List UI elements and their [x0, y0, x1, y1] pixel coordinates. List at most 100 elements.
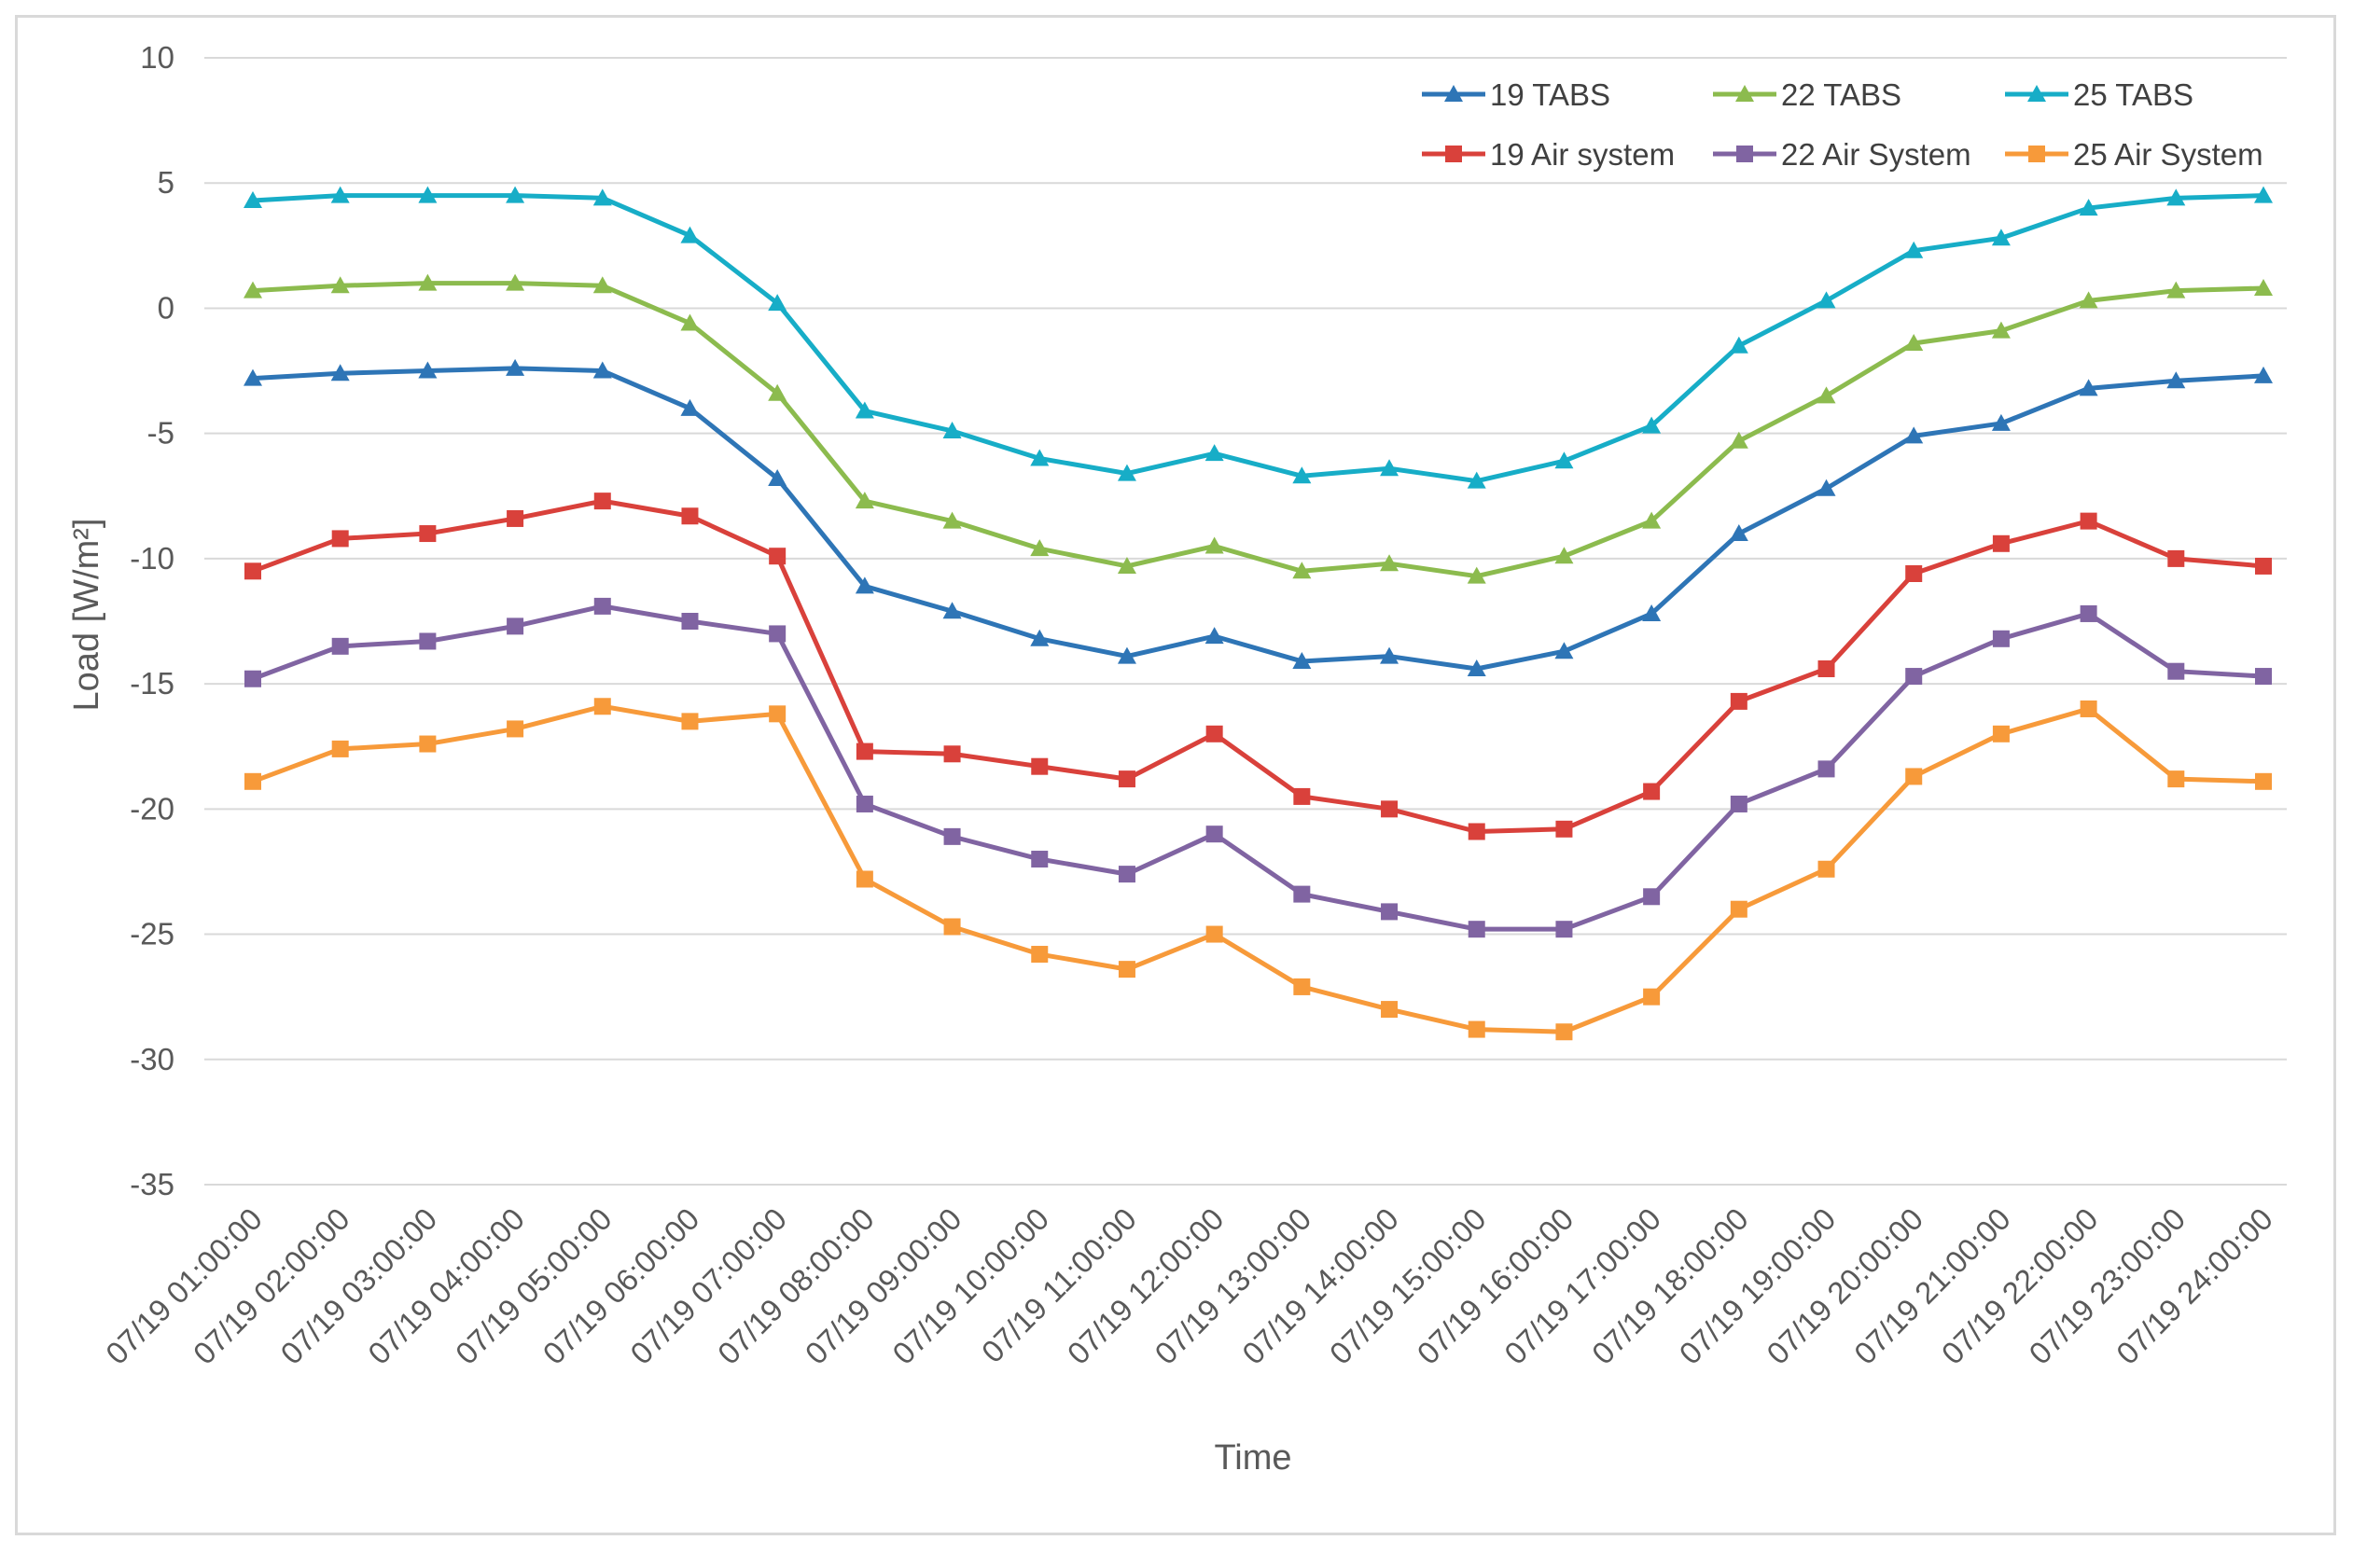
x-tick-label: 07/19 01:00:00 [99, 1201, 269, 1371]
data-point [1030, 539, 1050, 557]
data-point [768, 383, 787, 401]
data-point [2080, 512, 2097, 530]
x-axis-title: Time [1214, 1438, 1291, 1478]
legend-marker [1445, 146, 1462, 162]
chart-frame: 10 5 0 -5 -10 -15 -20 -25 -30 -35 07/19 01:00:00 0… [15, 15, 2336, 1535]
data-point [1030, 629, 1050, 646]
series-line-25-tabs [252, 193, 2264, 484]
data-point [1905, 564, 1923, 582]
data-point [943, 827, 961, 845]
series-line-22-tabs [252, 281, 2264, 579]
data-point [1817, 760, 1835, 778]
data-point [1204, 444, 1224, 462]
data-point [768, 294, 787, 312]
data-point [1293, 787, 1311, 805]
x-tick-label: 07/19 09:00:00 [799, 1201, 968, 1371]
data-point [330, 186, 350, 203]
data-point [1381, 800, 1399, 818]
data-point [2167, 770, 2185, 788]
data-point [2079, 379, 2098, 396]
data-point [769, 548, 787, 565]
data-point [1468, 1020, 1485, 1038]
data-point [507, 509, 524, 527]
y-tick-label: -15 [130, 666, 174, 701]
series-25-tabs [244, 186, 2273, 489]
data-point [1381, 1001, 1399, 1019]
data-point [1905, 768, 1923, 785]
data-point [1468, 921, 1485, 938]
data-point [856, 870, 873, 888]
data-point [681, 613, 699, 630]
data-point [1031, 757, 1049, 775]
data-point [1468, 823, 1485, 840]
data-point [1642, 416, 1662, 434]
data-point [1118, 866, 1135, 883]
data-point [2255, 557, 2272, 575]
series-line-25-air-system [252, 703, 2264, 1034]
x-tick-label: 07/19 02:00:00 [187, 1201, 356, 1371]
data-point [1643, 783, 1661, 800]
data-point [680, 313, 700, 331]
data-point [506, 273, 525, 291]
data-point [418, 273, 438, 291]
data-point [419, 525, 437, 543]
data-point [768, 468, 787, 486]
data-point [244, 281, 262, 298]
data-point [1205, 925, 1223, 943]
legend-item-25-air-system: 25 Air System [2005, 137, 2263, 172]
data-point [1117, 464, 1136, 481]
x-tick-label: 07/19 22:00:00 [1935, 1201, 2105, 1371]
data-point [418, 361, 438, 379]
x-tick-label: 07/19 17:00:00 [1497, 1201, 1667, 1371]
data-point [1204, 536, 1224, 554]
legend-marker [2028, 146, 2045, 162]
data-point [593, 493, 611, 510]
data-point [507, 617, 524, 635]
data-point [942, 511, 962, 529]
data-point [592, 276, 612, 294]
data-point [1642, 511, 1662, 529]
data-point [2255, 772, 2272, 790]
data-point [942, 602, 962, 619]
data-point [1118, 961, 1135, 978]
legend-item-22-tabs: 22 TABS [1713, 77, 1901, 112]
data-point [1118, 770, 1135, 788]
data-point [1643, 988, 1661, 1006]
y-axis-ticks: 10 5 0 -5 -10 -15 -20 -25 -30 -35 [130, 40, 174, 1201]
data-point [1730, 692, 1747, 710]
data-point [2254, 186, 2273, 203]
x-tick-label: 07/19 14:00:00 [1235, 1201, 1405, 1371]
data-point [331, 530, 349, 548]
legend-label: 22 Air System [1781, 137, 1971, 172]
x-tick-label: 07/19 23:00:00 [2022, 1201, 2192, 1371]
data-point [1991, 229, 2011, 246]
legend-label: 25 Air System [2073, 137, 2263, 172]
data-point [330, 364, 350, 382]
legend-marker [2027, 85, 2046, 102]
data-point [593, 698, 611, 715]
series-22-tabs [244, 273, 2273, 584]
data-point [855, 492, 874, 509]
x-tick-label: 07/19 16:00:00 [1411, 1201, 1580, 1371]
data-point [244, 562, 261, 580]
data-point [1554, 451, 1574, 469]
data-point [1467, 471, 1486, 489]
legend-label: 22 TABS [1781, 77, 1901, 112]
x-tick-label: 07/19 08:00:00 [711, 1201, 881, 1371]
data-point [943, 745, 961, 763]
data-point [1992, 534, 2010, 552]
data-point [1730, 795, 1747, 812]
data-point [1467, 659, 1486, 677]
series-19-tabs [244, 358, 2273, 677]
legend: 19 TABS 22 TABS 25 TABS 19 Air system 22 Air… [1422, 77, 2263, 172]
series-line-22-air-system [252, 604, 2264, 932]
data-point [244, 191, 262, 209]
y-tick-label: -25 [130, 917, 174, 951]
data-point [1554, 547, 1574, 564]
data-point [2166, 281, 2186, 298]
data-point [2167, 662, 2185, 680]
data-point [1817, 291, 1836, 309]
data-point [1292, 651, 1312, 669]
